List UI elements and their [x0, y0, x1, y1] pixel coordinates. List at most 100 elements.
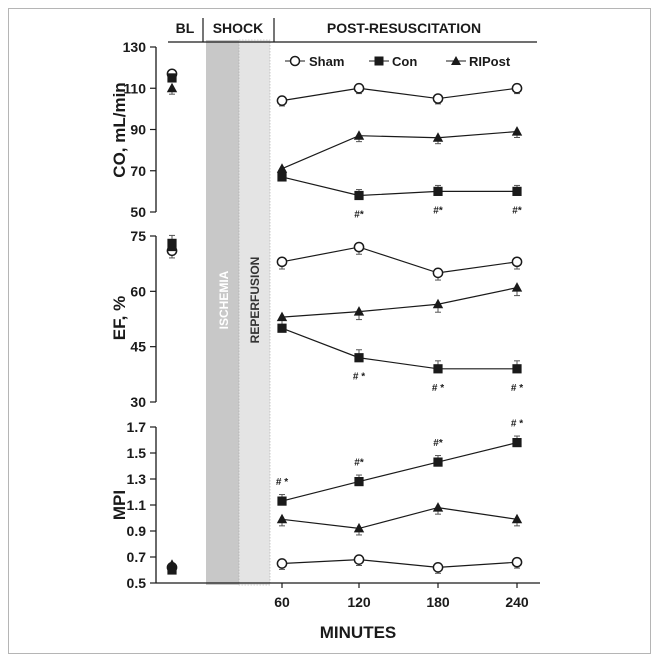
legend-marker-con — [374, 56, 384, 66]
y-tick-label-0-0: 50 — [130, 204, 146, 220]
line-con-2 — [281, 442, 518, 502]
y-tick-label-0-1: 70 — [130, 163, 146, 179]
significance-mark-0-1: #* — [433, 205, 443, 216]
point-con-0-240 — [512, 186, 522, 196]
point-ripost-0-bl — [166, 82, 178, 93]
x-tick-label-0: 60 — [274, 594, 290, 610]
significance-mark-1-0: # * — [353, 372, 365, 383]
phase-post: POST-RESUSCITATION — [327, 20, 481, 36]
point-ripost-1-240 — [511, 282, 523, 292]
significance-mark-2-0: # * — [276, 477, 288, 488]
point-sham-0-240 — [511, 82, 523, 94]
significance-mark-1-2: # * — [511, 383, 523, 394]
point-con-1-120 — [354, 353, 364, 363]
point-ripost-2-bl — [166, 559, 178, 569]
significance-mark-1-1: # * — [432, 383, 444, 394]
y-tick-label-2-4: 1.3 — [127, 471, 147, 487]
point-con-0-180 — [433, 186, 443, 196]
y-tick-label-1-2: 60 — [130, 283, 146, 299]
point-ripost-1-180 — [432, 298, 444, 309]
point-ripost-0-60 — [276, 163, 288, 173]
point-ripost-2-60 — [276, 513, 288, 524]
point-sham-2-240 — [511, 556, 523, 568]
point-con-1-60 — [277, 323, 287, 333]
point-sham-0-120 — [353, 82, 365, 94]
y-tick-label-2-6: 1.7 — [127, 419, 147, 435]
point-ripost-0-120 — [353, 130, 365, 140]
point-sham-1-120 — [353, 241, 365, 253]
reperfusion-label: REPERFUSION — [248, 257, 262, 344]
point-sham-0-60 — [276, 95, 288, 106]
point-sham-1-240 — [511, 256, 523, 268]
line-con-1 — [281, 327, 517, 370]
line-ripost-1 — [281, 287, 518, 318]
y-tick-label-1-0: 30 — [130, 394, 146, 410]
line-con-0 — [281, 176, 517, 197]
point-ripost-2-240 — [511, 513, 523, 524]
point-ripost-0-180 — [432, 132, 444, 142]
significance-mark-0-2: #* — [512, 205, 522, 216]
reperfusion-band — [238, 39, 271, 586]
point-con-2-60 — [277, 496, 287, 506]
legend: Sham Con RIPost — [285, 54, 511, 69]
phase-bl: BL — [176, 20, 195, 36]
point-sham-1-180 — [432, 267, 444, 279]
legend-label-sham: Sham — [309, 54, 344, 69]
point-ripost-1-60 — [276, 311, 288, 322]
point-ripost-1-bl — [166, 241, 178, 252]
line-sham-0 — [281, 87, 518, 102]
point-con-2-120 — [354, 477, 364, 487]
y-tick-label-1-1: 45 — [130, 339, 146, 355]
y-tick-label-2-3: 1.1 — [127, 497, 147, 513]
point-ripost-1-120 — [353, 306, 365, 316]
figure-frame — [8, 8, 651, 654]
point-con-1-240 — [512, 364, 522, 374]
point-con-2-240 — [512, 438, 522, 448]
x-tick-label-2: 180 — [426, 594, 450, 610]
point-con-2-180 — [433, 457, 443, 467]
axes-layer: 50 70 90 110 130 CO, mL/min 30 45 60 75 EF, % 0.5 0.… — [110, 39, 540, 610]
point-con-1-180 — [433, 364, 443, 374]
significance-layer: #* #* #* # * # * # * # * #* #* # * — [276, 205, 523, 488]
point-con-0-120 — [354, 190, 364, 201]
markers-layer — [166, 68, 523, 575]
series-lines-layer — [281, 87, 518, 569]
line-ripost-0 — [281, 130, 518, 170]
line-sham-1 — [281, 246, 518, 274]
y-tick-label-0-4: 130 — [123, 39, 147, 55]
point-con-0-60 — [277, 172, 287, 182]
y-axis-label-2: MPI — [110, 490, 129, 520]
significance-mark-0-0: #* — [354, 210, 364, 221]
point-ripost-2-180 — [432, 502, 444, 512]
point-con-2-bl — [167, 565, 177, 575]
ischemia-label: ISCHEMIA — [217, 270, 231, 329]
significance-mark-2-1: #* — [354, 458, 364, 469]
point-sham-2-60 — [276, 558, 288, 569]
y-tick-label-0-2: 90 — [130, 122, 146, 138]
x-axis-title: MINUTES — [320, 623, 397, 642]
line-sham-2 — [281, 558, 518, 569]
point-sham-2-120 — [353, 554, 365, 565]
legend-marker-ripost — [451, 56, 461, 65]
y-tick-label-1-3: 75 — [130, 228, 146, 244]
significance-mark-2-3: # * — [511, 419, 523, 430]
y-tick-label-2-2: 0.9 — [127, 523, 147, 539]
x-tick-label-1: 120 — [347, 594, 371, 610]
y-axis-label-0: CO, mL/min — [110, 82, 129, 177]
y-axis-label-1: EF, % — [110, 296, 129, 340]
line-ripost-2 — [281, 506, 518, 530]
x-tick-label-3: 240 — [505, 594, 529, 610]
y-tick-label-2-0: 0.5 — [127, 575, 147, 591]
point-sham-1-60 — [276, 256, 288, 268]
point-con-0-bl — [167, 73, 177, 83]
y-tick-label-0-3: 110 — [123, 80, 146, 96]
legend-label-con: Con — [392, 54, 417, 69]
point-sham-0-180 — [432, 93, 444, 104]
significance-mark-2-2: #* — [433, 438, 443, 449]
point-ripost-0-240 — [511, 126, 523, 136]
y-tick-label-2-5: 1.5 — [127, 445, 147, 461]
point-sham-2-180 — [432, 562, 444, 573]
ischemia-band — [206, 40, 239, 585]
legend-label-ripost: RIPost — [469, 54, 511, 69]
